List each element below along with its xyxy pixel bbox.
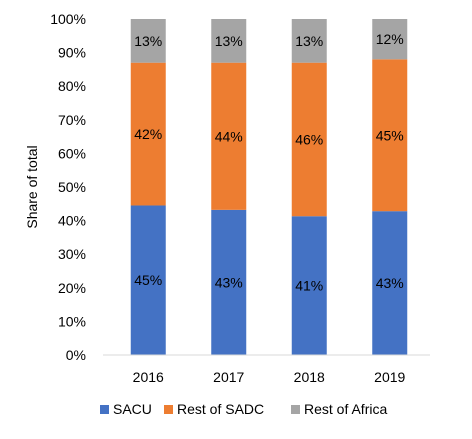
- x-tick-label: 2019: [374, 369, 405, 385]
- bar-segment: [130, 19, 166, 63]
- bar-segment: [291, 62, 327, 217]
- bar-segment: [372, 59, 408, 212]
- legend-swatch: [100, 405, 109, 414]
- bar-segment: [291, 216, 327, 355]
- y-tick-label: 100%: [50, 11, 86, 27]
- y-tick-label: 20%: [58, 280, 86, 296]
- x-axis: 2016 2017 2018 2019: [133, 369, 406, 385]
- legend-label: SACU: [113, 401, 152, 417]
- bar-segment: [291, 19, 327, 63]
- data-label: 41%: [295, 278, 323, 294]
- x-tick-label: 2017: [213, 369, 244, 385]
- data-label: 46%: [295, 131, 323, 147]
- legend: SACU Rest of SADC Rest of Africa: [100, 401, 387, 417]
- bar-segment: [372, 211, 408, 355]
- bar-segment: [372, 19, 408, 60]
- y-axis: 0% 10% 20% 30% 40% 50% 60% 70% 80% 90% 100%: [50, 11, 86, 363]
- data-label: 45%: [376, 127, 404, 143]
- data-label: 12%: [376, 31, 404, 47]
- data-label: 42%: [134, 126, 162, 142]
- y-tick-label: 30%: [58, 246, 86, 262]
- data-label: 45%: [134, 272, 162, 288]
- bar-segment: [130, 62, 166, 206]
- data-label: 43%: [376, 275, 404, 291]
- y-tick-label: 40%: [58, 213, 86, 229]
- y-tick-label: 0%: [66, 347, 86, 363]
- legend-swatch: [291, 405, 300, 414]
- y-tick-label: 10%: [58, 313, 86, 329]
- y-tick-label: 60%: [58, 145, 86, 161]
- data-label: 13%: [215, 33, 243, 49]
- bar-segment: [211, 19, 247, 63]
- legend-swatch: [164, 405, 173, 414]
- legend-label: Rest of Africa: [304, 401, 387, 417]
- data-label: 44%: [215, 128, 243, 144]
- plot-area: 45% 42% 13% 43% 44% 13% 41% 46% 13% 43% 45% 12%: [130, 19, 408, 355]
- legend-label: Rest of SADC: [177, 401, 264, 417]
- data-label: 13%: [134, 33, 162, 49]
- bar-segment: [211, 209, 247, 355]
- y-tick-label: 90%: [58, 45, 86, 61]
- x-tick-label: 2018: [294, 369, 325, 385]
- data-label: 13%: [295, 33, 323, 49]
- y-tick-label: 80%: [58, 78, 86, 94]
- data-label: 43%: [215, 274, 243, 290]
- bar-segment: [130, 205, 166, 355]
- y-tick-label: 70%: [58, 112, 86, 128]
- bar-segment: [211, 62, 247, 210]
- y-axis-title: Share of total: [24, 145, 40, 228]
- x-tick-label: 2016: [133, 369, 164, 385]
- y-tick-label: 50%: [58, 179, 86, 195]
